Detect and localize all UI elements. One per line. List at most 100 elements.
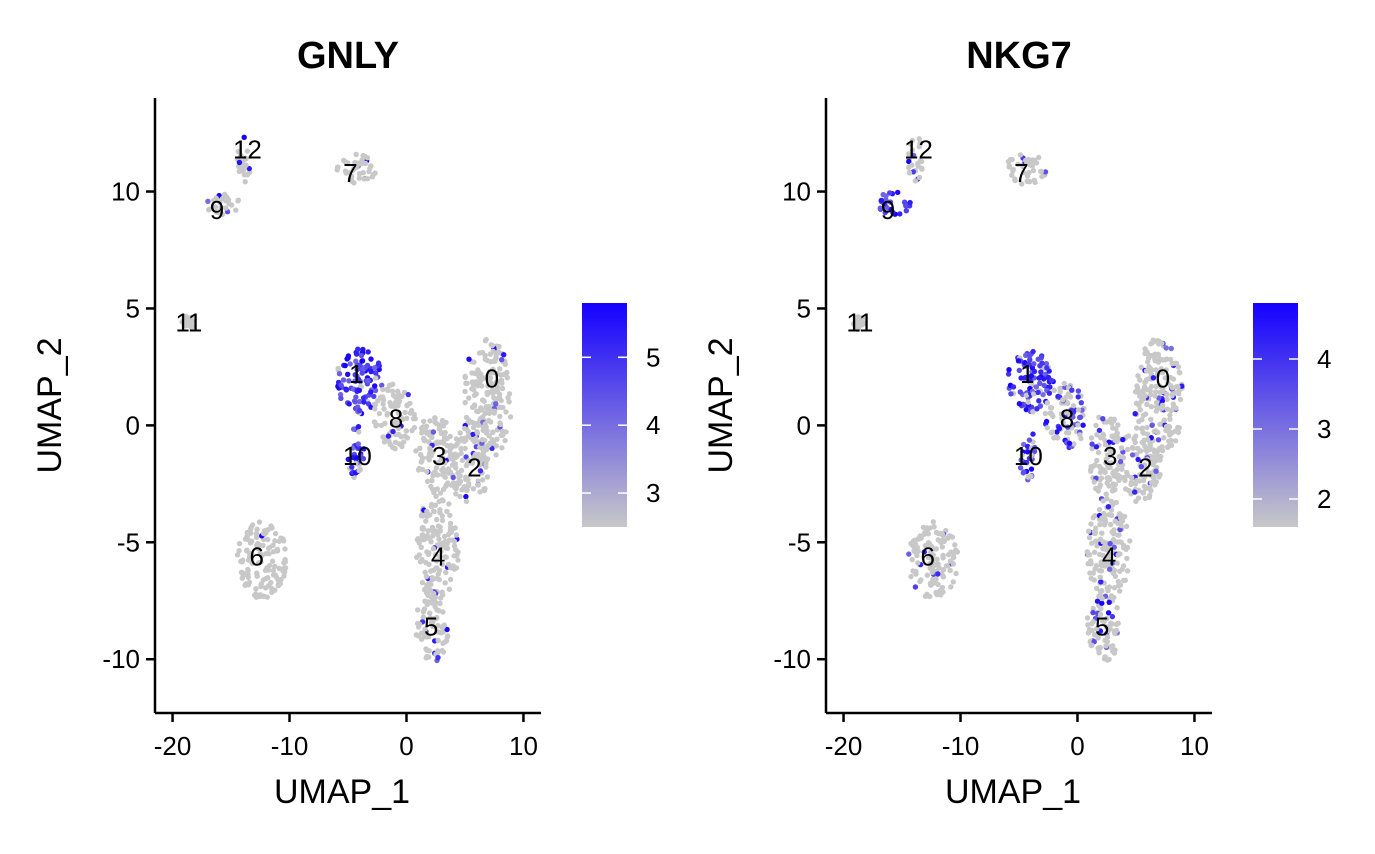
cell-point [909, 147, 915, 153]
cell-point [1155, 448, 1161, 454]
cell-point [1160, 388, 1166, 395]
cell-point [1090, 605, 1096, 612]
cell-point [1161, 417, 1168, 423]
cell-point [387, 382, 393, 389]
cell-point [1024, 443, 1031, 450]
cell-point [212, 204, 219, 210]
cell-point [1036, 154, 1042, 161]
cell-point [1150, 375, 1157, 381]
cell-point [487, 419, 494, 425]
cell-point [1098, 568, 1105, 574]
cell-point [428, 619, 435, 626]
cell-point [1094, 585, 1100, 591]
cell-point [1070, 403, 1077, 409]
cell-point [365, 349, 371, 355]
cell-point [435, 629, 441, 635]
cell-point [1145, 436, 1151, 443]
cell-point [425, 551, 432, 557]
cell-point [463, 493, 469, 500]
cell-point [415, 607, 421, 613]
cell-point [228, 202, 235, 208]
cell-point [1144, 424, 1150, 431]
cell-point [506, 399, 512, 405]
cell-point [930, 519, 936, 525]
cell-point [235, 148, 241, 155]
cell-point [451, 566, 458, 572]
cell-point [951, 554, 957, 561]
cell-point [940, 573, 946, 579]
cell-point [471, 387, 477, 393]
cell-point [1103, 491, 1109, 497]
cell-point [915, 160, 921, 167]
cell-point [1075, 394, 1081, 400]
cell-point [498, 397, 504, 404]
cell-point [236, 540, 243, 547]
cell-point [1119, 466, 1125, 472]
cell-point [260, 542, 266, 549]
cell-point [943, 563, 950, 569]
cell-point [433, 465, 440, 471]
cell-point [1109, 643, 1116, 649]
cell-point [455, 557, 461, 563]
cell-point [1140, 388, 1146, 394]
cell-point [1051, 435, 1057, 441]
cell-point [909, 556, 915, 563]
cell-point [463, 462, 470, 469]
cell-point [448, 526, 455, 532]
cell-point [452, 443, 459, 449]
cell-point [507, 414, 514, 420]
y-tick-label: 5 [126, 293, 140, 323]
legend-tick-label: 3 [1317, 414, 1331, 444]
cell-point [1164, 391, 1170, 398]
cell-point [236, 548, 242, 554]
cell-point [440, 455, 446, 461]
cell-point [354, 366, 360, 373]
cell-point [1110, 470, 1116, 476]
cell-point [413, 632, 419, 638]
cell-point [910, 538, 917, 544]
y-axis-title: UMAP_2 [31, 337, 69, 473]
cell-point [1100, 467, 1107, 473]
cell-point [396, 431, 402, 438]
cell-point [223, 205, 229, 211]
cell-point [1170, 401, 1177, 407]
cell-point [1148, 404, 1155, 410]
cell-point [424, 601, 430, 607]
cell-point [444, 545, 451, 551]
cell-point [927, 580, 934, 587]
cell-point [501, 371, 507, 378]
cell-point [1146, 446, 1153, 453]
cell-point [1109, 420, 1115, 426]
cell-point [420, 614, 426, 620]
y-tick-label: -10 [102, 644, 140, 674]
cell-point [372, 387, 379, 394]
cell-point [903, 208, 909, 214]
cell-point [1141, 483, 1148, 490]
cell-point [1111, 527, 1117, 533]
cell-point [1064, 410, 1070, 416]
scatter-points [850, 136, 1185, 663]
cell-point [945, 535, 951, 541]
cluster-label-2: 2 [467, 452, 481, 482]
cell-point [1042, 169, 1049, 175]
cell-point [278, 576, 284, 583]
cell-point [883, 193, 889, 199]
cell-point [367, 165, 373, 172]
cell-point [939, 584, 945, 591]
cell-point [475, 482, 481, 488]
cell-point [493, 381, 499, 387]
cell-point [424, 533, 430, 539]
cell-point [423, 573, 430, 580]
cell-point [1099, 530, 1105, 536]
cell-point [437, 528, 443, 534]
color-legend: 2 3 4 [1253, 303, 1331, 527]
cell-point [939, 544, 945, 550]
cell-point [1157, 383, 1163, 389]
cell-point [254, 570, 260, 576]
cell-point [356, 161, 362, 167]
cell-point [1018, 375, 1024, 381]
cell-point [457, 478, 464, 485]
cell-point [1104, 615, 1110, 622]
cell-point [1105, 588, 1111, 594]
